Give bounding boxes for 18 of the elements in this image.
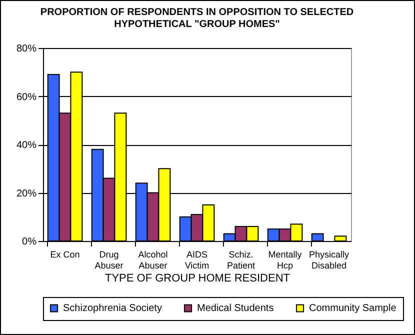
y-tick-label: 80% [16, 44, 37, 54]
x-tick-label: Physically Disabled [308, 250, 350, 270]
legend-label: Schizophrenia Society [63, 303, 162, 314]
x-tick-label: Alcohol Abuser [138, 250, 168, 270]
x-tick-label: Ex Con [50, 250, 80, 260]
x-tick-label: AIDS Victim [184, 250, 210, 270]
y-tick-label: 60% [16, 92, 37, 103]
chart-title: PROPORTION OF RESPONDENTS IN OPPOSITION TO SELECTED HYPOTHETICAL "GROUP HOMES" [40, 7, 354, 30]
x-tick-label: Schiz. Patient [226, 250, 256, 270]
y-tick-label: 0% [22, 236, 37, 248]
bar [334, 236, 347, 242]
x-tick-label: Mentally Hcp [268, 250, 302, 270]
legend-label: Community Sample [309, 303, 397, 314]
y-tick-label: 20% [16, 188, 37, 200]
y-tick-label: 40% [16, 140, 37, 151]
x-axis-title: TYPE OF GROUP HOME RESIDENT [105, 272, 290, 284]
x-tick-label: Drug Abuser [94, 250, 124, 270]
legend-label: Medical Students [197, 303, 274, 314]
